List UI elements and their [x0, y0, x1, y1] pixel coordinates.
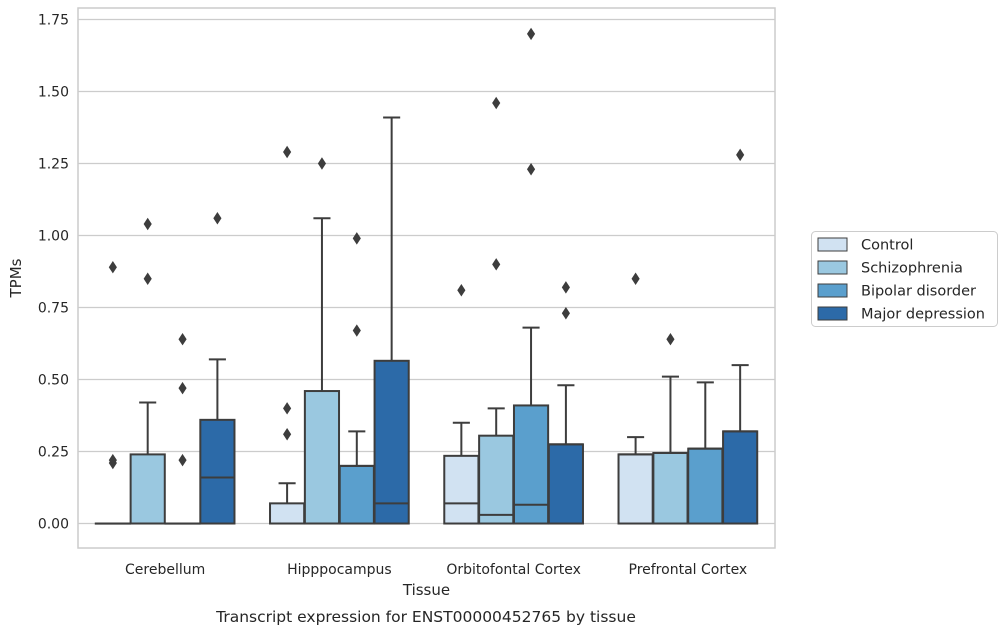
outlier-point: [143, 272, 152, 285]
x-tick-label: Orbitofontal Cortex: [446, 562, 581, 578]
outlier-point: [352, 324, 361, 337]
box-group: [303, 157, 341, 525]
legend-frame: [811, 231, 998, 327]
outlier-point: [108, 453, 117, 467]
box: [338, 464, 375, 525]
box: [199, 418, 236, 525]
y-tick-label: 0.50: [38, 373, 69, 389]
chart-caption: Transcript expression for ENST0000045276…: [215, 608, 636, 626]
box: [478, 434, 515, 525]
legend-label: Bipolar disorder: [861, 284, 976, 300]
box: [547, 443, 584, 525]
x-tick-label: Hipppocampus: [287, 562, 392, 578]
y-tick-label: 0.00: [38, 517, 69, 533]
plot-frame: [77, 7, 776, 549]
box: [129, 453, 166, 525]
x-axis-ticks: Cerebellum Hipppocampus Orbitofontal Corte…: [125, 562, 747, 578]
outlier-point: [492, 258, 501, 271]
box: [512, 404, 550, 525]
grid-lines: [78, 18, 775, 525]
outlier-point: [283, 145, 292, 159]
box: [443, 454, 480, 525]
box: [269, 502, 306, 525]
y-tick-label: 0.25: [38, 445, 69, 461]
box: [617, 453, 654, 525]
legend-swatch: [817, 283, 848, 298]
legend-label: Control: [861, 238, 913, 254]
outlier-point: [178, 332, 187, 346]
box-group: [164, 332, 201, 525]
outlier-point: [561, 307, 570, 320]
legend-label: Schizophrenia: [861, 261, 963, 277]
y-tick-label: 1.25: [38, 157, 69, 173]
outlier-point: [283, 402, 292, 415]
box-group: [617, 272, 654, 525]
box-group: [338, 232, 375, 525]
outlier-point: [283, 428, 292, 441]
box-plot-marks: [94, 27, 759, 525]
outlier-point: [213, 212, 222, 225]
outlier-point: [317, 157, 327, 170]
box-group: [547, 281, 584, 525]
y-tick-label: 1.50: [38, 85, 69, 101]
box: [687, 447, 724, 525]
outlier-point: [492, 96, 501, 110]
box-group: [94, 260, 131, 525]
outlier-point: [457, 284, 466, 297]
legend-swatch: [817, 260, 848, 275]
outlier-point: [178, 381, 187, 395]
box: [652, 451, 689, 525]
box-group: [512, 27, 550, 525]
box-group: [722, 148, 759, 525]
box-group: [199, 212, 236, 525]
outlier-point: [561, 281, 570, 294]
y-tick-label: 0.75: [38, 301, 69, 317]
legend: Control Schizophrenia Bipolar disorder Majo…: [811, 231, 998, 327]
x-tick-label: Prefrontal Cortex: [629, 562, 748, 578]
outlier-point: [352, 232, 361, 245]
box-group: [652, 332, 689, 525]
box: [722, 430, 759, 525]
outlier-point: [178, 453, 187, 467]
y-axis-ticks: 0.00 0.25 0.50 0.75 1.00 1.25 1.50 1.75: [38, 13, 69, 533]
outlier-point: [631, 272, 640, 285]
outlier-point: [143, 217, 152, 231]
box-group: [443, 284, 480, 525]
box-group: [373, 116, 410, 525]
box: [373, 359, 410, 525]
legend-swatch: [817, 306, 848, 321]
outlier-point: [108, 260, 117, 274]
x-tick-label: Cerebellum: [125, 562, 205, 578]
outlier-point: [526, 163, 536, 176]
box-group: [687, 381, 724, 525]
y-tick-label: 1.75: [38, 13, 69, 29]
x-axis-label: Tissue: [402, 581, 450, 599]
outlier-point: [666, 332, 675, 346]
box-group: [478, 96, 515, 525]
y-axis-label: TPMs: [7, 258, 25, 298]
box-group: [129, 217, 166, 525]
box: [303, 390, 341, 525]
outlier-point: [736, 148, 745, 162]
legend-label: Major depression: [861, 307, 985, 323]
box-group: [269, 145, 306, 525]
outlier-point: [526, 27, 536, 41]
legend-swatch: [817, 237, 848, 252]
y-tick-label: 1.00: [38, 229, 69, 245]
